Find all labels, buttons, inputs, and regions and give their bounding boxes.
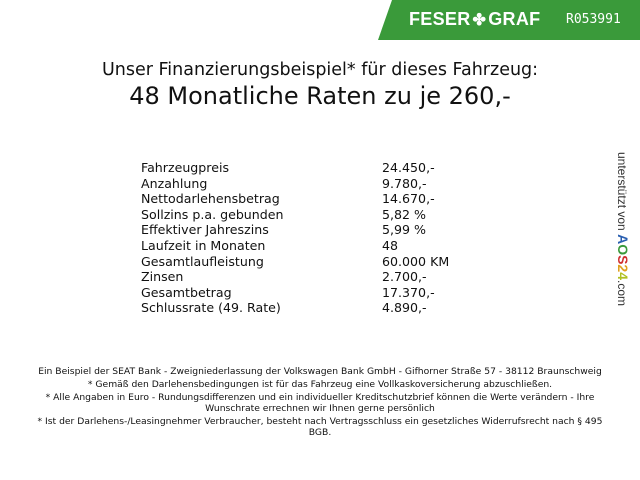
table-row: Schlussrate (49. Rate) 4.890,- [141, 300, 461, 316]
row-label: Gesamtbetrag [141, 284, 232, 300]
row-label: Nettodarlehensbetrag [141, 191, 280, 207]
table-row: Zinsen 2.700,- [141, 269, 461, 285]
row-value: 17.370,- [382, 284, 435, 300]
row-value: 60.000 KM [382, 253, 450, 269]
brand-right: GRAF [488, 9, 541, 29]
row-value: 24.450,- [382, 160, 435, 175]
row-value: 14.670,- [382, 191, 435, 207]
note: Ein Beispiel der SEAT Bank - Zweignieder… [38, 366, 602, 377]
aos24-logo: AOS24 [615, 234, 631, 281]
sponsor-badge: unterstützt von AOS24.com [615, 152, 635, 332]
row-label: Fahrzeugpreis [141, 160, 230, 175]
brand-banner [378, 0, 640, 40]
table-row: Gesamtbetrag 17.370,- [141, 285, 461, 301]
table-row: Fahrzeugpreis 24.450,- [141, 160, 461, 176]
row-value: 5,99 % [382, 222, 427, 238]
row-value: 48 [382, 237, 399, 253]
brand-left: FESER [409, 9, 471, 29]
row-value: 5,82 % [382, 206, 427, 222]
row-label: Effektiver Jahreszins [141, 222, 269, 238]
row-label: Sollzins p.a. gebunden [141, 206, 284, 222]
sponsor-prefix: unterstützt von [615, 152, 629, 231]
note: * Gemäß den Darlehensbedingungen ist für… [87, 379, 553, 390]
row-value: 4.890,- [382, 300, 427, 316]
note: * Alle Angaben in Euro - Rundungsdiffere… [45, 392, 595, 414]
table-row: Sollzins p.a. gebunden 5,82 % [141, 207, 461, 223]
row-label: Schlussrate (49. Rate) [141, 300, 281, 316]
table-row: Anzahlung 9.780,- [141, 176, 461, 192]
clover-icon: ✤ [472, 12, 487, 29]
table-row: Effektiver Jahreszins 5,99 % [141, 222, 461, 238]
row-value: 2.700,- [382, 269, 427, 285]
row-label: Gesamtlaufleistung [141, 253, 264, 269]
footnotes: Ein Beispiel der SEAT Bank - Zweignieder… [30, 366, 610, 440]
title-line1: Unser Finanzierungsbeispiel* für dieses … [101, 60, 539, 80]
finance-table: Fahrzeugpreis 24.450,- Anzahlung 9.780,- Net… [141, 160, 461, 316]
row-value: 9.780,- [382, 175, 427, 191]
row-label: Laufzeit in Monaten [141, 237, 266, 253]
row-label: Anzahlung [141, 175, 208, 191]
sponsor-suffix: .com [615, 280, 629, 307]
table-row: Nettodarlehensbetrag 14.670,- [141, 191, 461, 207]
brand-logo: FESER ✤ GRAF [409, 9, 540, 30]
reference-number: R053991 [566, 12, 621, 27]
note: * Ist der Darlehens-/Leasingnehmer Verbr… [37, 416, 603, 438]
row-label: Zinsen [141, 269, 184, 285]
title-line2: 48 Monatliche Raten zu je 260,- [129, 82, 511, 110]
table-row: Gesamtlaufleistung 60.000 KM [141, 254, 461, 270]
table-row: Laufzeit in Monaten 48 [141, 238, 461, 254]
